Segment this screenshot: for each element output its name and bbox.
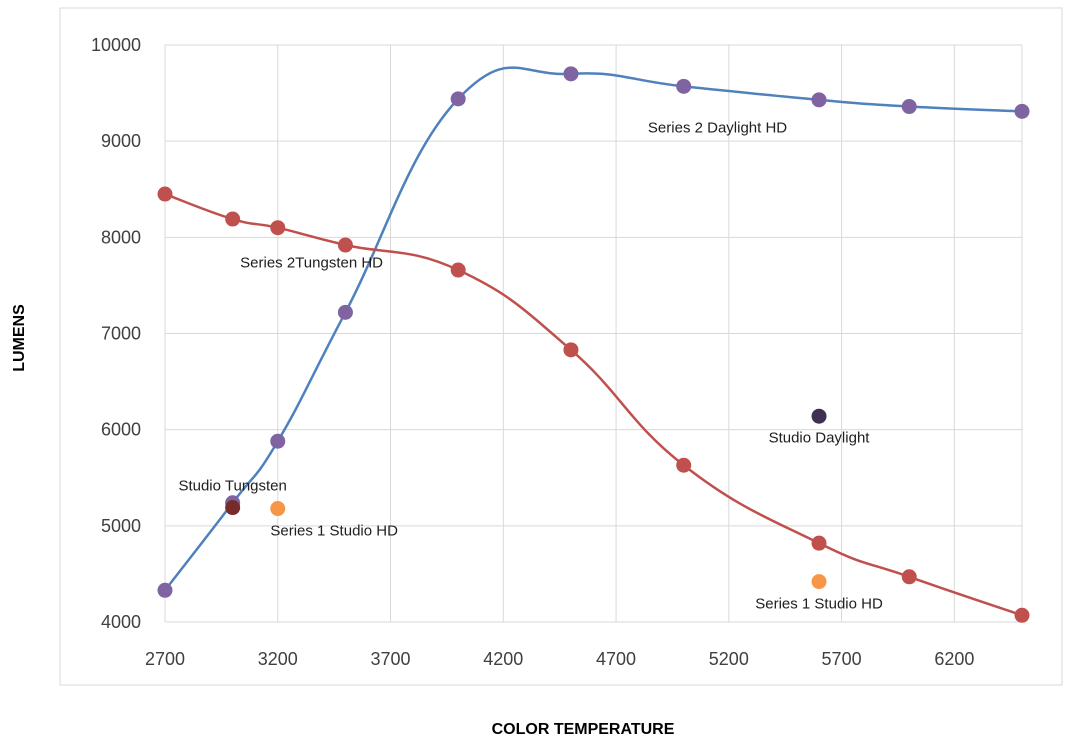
data-point-series-0 — [450, 91, 466, 107]
x-tick-label: 4700 — [596, 649, 636, 669]
gridlines — [164, 44, 1023, 623]
data-annotation: Studio Tungsten — [178, 477, 286, 494]
data-point-series-1 — [1014, 607, 1030, 623]
y-tick-label: 8000 — [101, 227, 141, 247]
x-tick-label: 5200 — [709, 649, 749, 669]
y-tick-label: 7000 — [101, 324, 141, 344]
data-point-series-1 — [225, 211, 241, 227]
data-annotation: Series 1 Studio HD — [270, 523, 398, 540]
data-point-series-3 — [811, 574, 827, 590]
series-line-0 — [164, 66, 1023, 592]
data-point-series-1 — [563, 342, 579, 358]
data-point-series-0 — [901, 99, 917, 115]
data-annotation: Studio Daylight — [769, 429, 871, 446]
x-tick-label: 6200 — [934, 649, 974, 669]
data-point-series-2 — [225, 500, 241, 516]
data-point-series-0 — [811, 92, 827, 108]
data-point-series-1 — [450, 262, 466, 278]
data-point-series-1 — [157, 186, 173, 202]
data-point-series-3 — [270, 501, 286, 517]
data-point-series-0 — [676, 78, 692, 94]
data-series — [157, 66, 1030, 623]
y-tick-label: 9000 — [101, 131, 141, 151]
data-point-series-1 — [337, 237, 353, 253]
data-point-series-1 — [676, 457, 692, 473]
y-axis-title: LUMENS — [11, 304, 28, 372]
y-tick-label: 10000 — [91, 35, 141, 55]
data-point-series-1 — [811, 535, 827, 551]
data-point-series-4 — [811, 408, 827, 424]
x-tick-label: 3700 — [371, 649, 411, 669]
data-point-series-0 — [157, 582, 173, 598]
data-annotation: Series 2Tungsten HD — [240, 254, 383, 271]
data-annotation: Series 1 Studio HD — [755, 596, 883, 613]
data-point-series-1 — [901, 569, 917, 585]
x-tick-label: 3200 — [258, 649, 298, 669]
y-tick-label: 4000 — [101, 612, 141, 632]
x-tick-label: 5700 — [822, 649, 862, 669]
data-point-series-0 — [337, 304, 353, 320]
x-tick-label: 4200 — [483, 649, 523, 669]
data-annotation: Series 2 Daylight HD — [648, 120, 787, 137]
data-point-series-1 — [270, 220, 286, 236]
y-tick-label: 6000 — [101, 420, 141, 440]
data-annotations: Series 2 Daylight HD Series 2Tungsten HD S… — [178, 120, 883, 613]
x-axis-title: COLOR TEMPERATURE — [492, 721, 675, 738]
data-point-series-0 — [563, 66, 579, 82]
data-point-series-0 — [270, 433, 286, 449]
x-tick-label: 2700 — [145, 649, 185, 669]
data-point-series-0 — [1014, 103, 1030, 119]
y-tick-label: 5000 — [101, 516, 141, 536]
